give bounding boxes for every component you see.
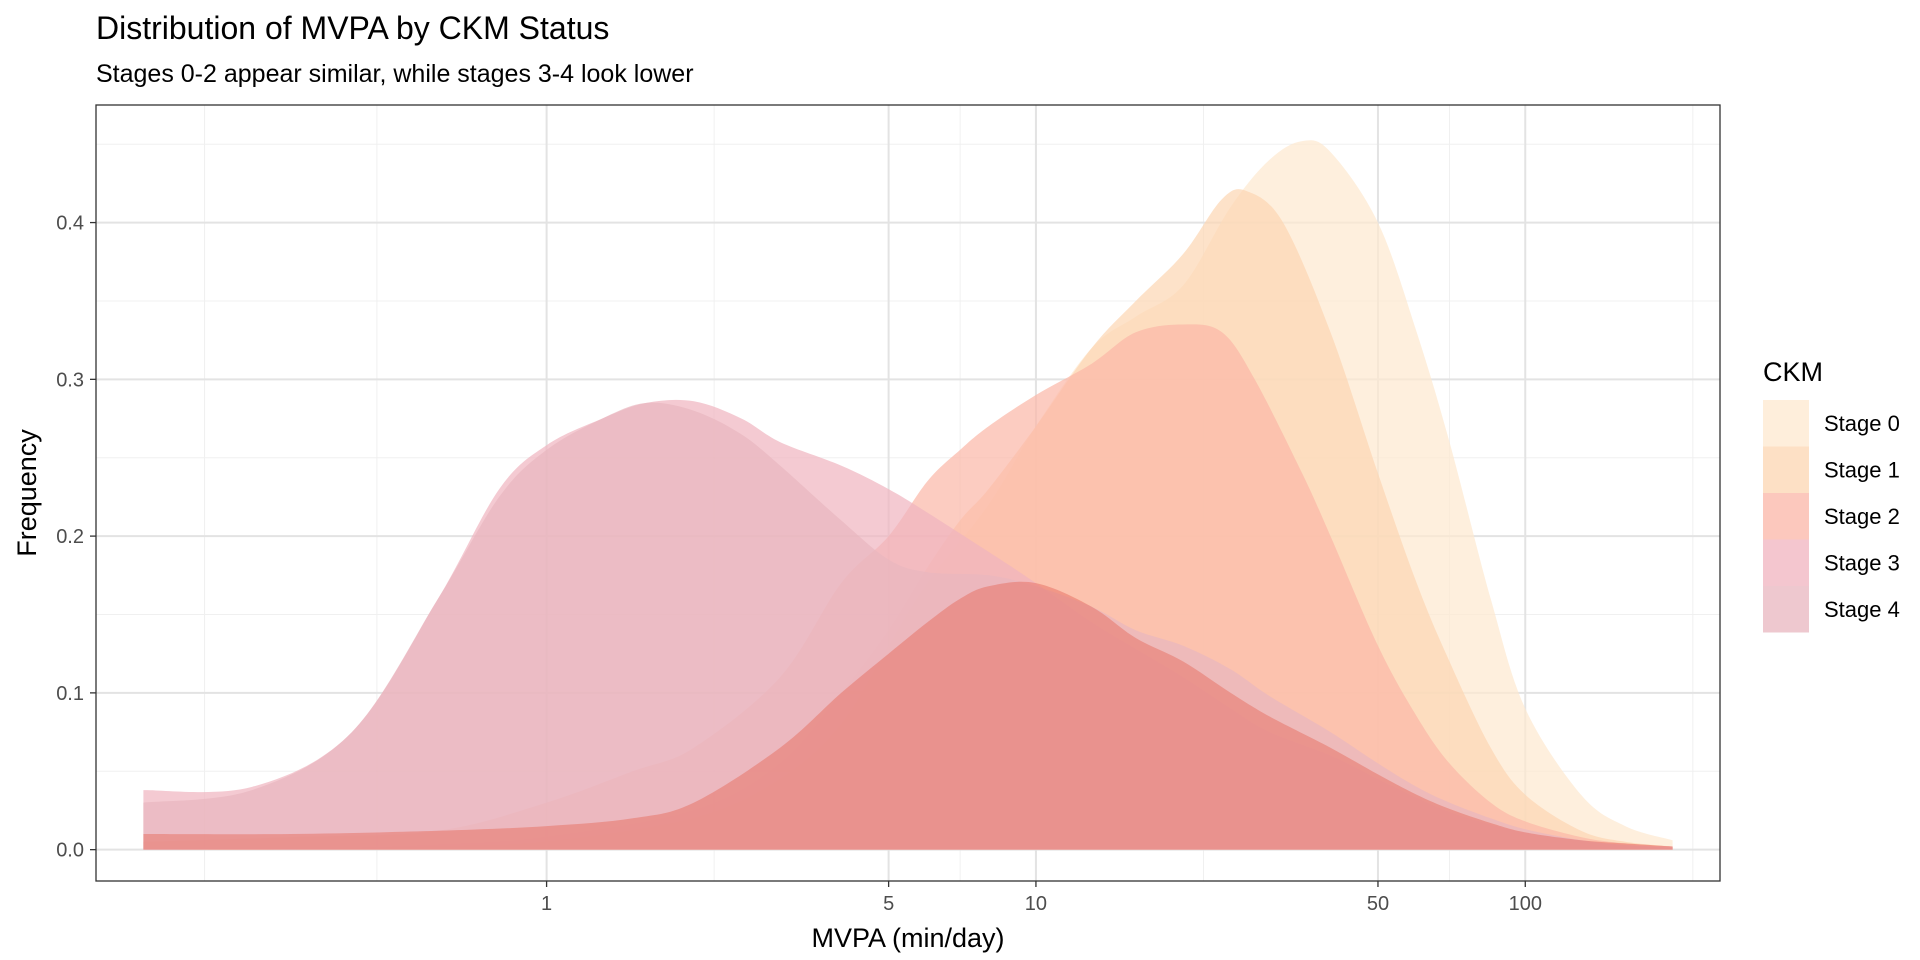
legend-label-stage-3: Stage 3 (1824, 551, 1900, 576)
x-tick-label: 10 (1025, 893, 1047, 915)
legend-key-stage-3 (1763, 539, 1809, 586)
y-axis-title: Frequency (12, 429, 42, 557)
x-axis-title: MVPA (min/day) (811, 923, 1004, 953)
legend-label-stage-0: Stage 0 (1824, 411, 1900, 436)
x-tick-label: 50 (1367, 893, 1389, 915)
legend-key-stage-1 (1763, 446, 1809, 493)
chart-subtitle: Stages 0-2 appear similar, while stages … (96, 60, 694, 88)
legend-title: CKM (1763, 357, 1823, 387)
legend-label-stage-2: Stage 2 (1824, 504, 1900, 529)
x-tick-label: 1 (541, 893, 552, 915)
legend-items: Stage 0 Stage 1 Stage 2 Stage 3 Stage 4 (1763, 400, 1900, 633)
y-tick-label: 0.3 (56, 369, 84, 391)
y-tick-label: 0.1 (56, 683, 84, 705)
density-areas (143, 140, 1673, 850)
x-tick-label: 5 (883, 893, 894, 915)
legend-key-stage-2 (1763, 493, 1809, 540)
legend-key-stage-0 (1763, 400, 1809, 447)
panel-border (95, 104, 1721, 882)
y-tick-label: 0.4 (56, 213, 84, 235)
chart-title: Distribution of MVPA by CKM Status (96, 10, 609, 46)
y-tick-label: 0.2 (56, 526, 84, 548)
legend: CKM Stage 0 Stage 1 Stage 2 Stage 3 Stage 4 (1763, 357, 1900, 633)
x-tick-label: 100 (1509, 893, 1542, 915)
y-tick-label: 0.0 (56, 840, 84, 862)
legend-key-stage-4 (1763, 586, 1809, 633)
density-area-overlap (143, 581, 1673, 850)
legend-label-stage-1: Stage 1 (1824, 458, 1900, 483)
axis-ticks: 0.0 0.1 0.2 0.3 0.4 1 5 10 50 100 (56, 213, 1542, 915)
legend-label-stage-4: Stage 4 (1824, 597, 1900, 622)
